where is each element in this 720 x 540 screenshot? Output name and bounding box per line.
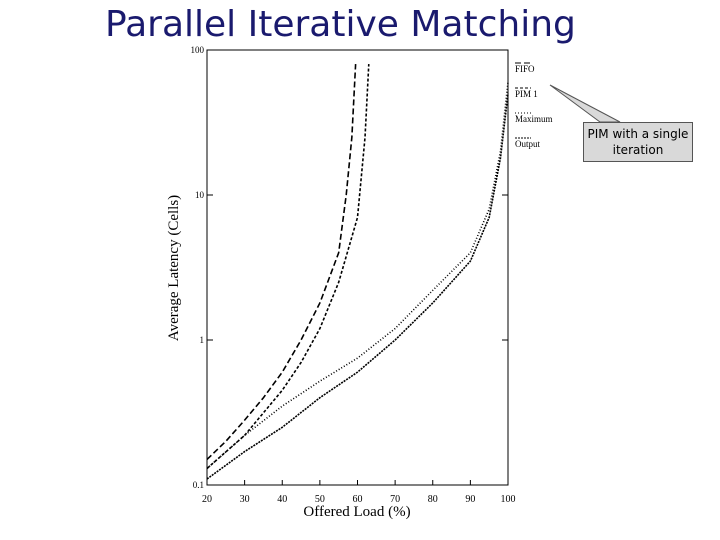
x-tick-label: 70	[390, 494, 400, 505]
series-line	[206, 64, 357, 461]
legend-label: FIFO	[515, 64, 535, 74]
legend-label: PIM 1	[515, 89, 538, 99]
y-tick-label: 10	[195, 190, 205, 200]
callout-pointer	[549, 84, 621, 123]
x-tick-label: 90	[465, 494, 475, 505]
y-tick-label: 0.1	[193, 480, 204, 490]
x-tick-label: 60	[353, 494, 363, 505]
x-axis-label: Offered Load (%)	[303, 504, 410, 520]
legend-label: Maximum	[515, 114, 553, 124]
y-axis-label: Average Latency (Cells)	[166, 195, 182, 341]
legend-label: Output	[515, 139, 541, 149]
series-line	[206, 64, 370, 470]
slide-title: Parallel Iterative Matching	[105, 4, 576, 45]
x-tick-label: 100	[501, 494, 516, 505]
x-tick-label: 80	[428, 494, 438, 505]
plot-frame	[206, 49, 509, 486]
callout: PIM with a single iteration	[583, 122, 693, 162]
x-tick-label: 20	[202, 494, 212, 505]
y-tick-label: 1	[200, 335, 205, 345]
x-tick-label: 30	[240, 494, 250, 505]
x-tick-label: 40	[277, 494, 287, 505]
series-line	[206, 82, 509, 470]
x-tick-label: 50	[315, 494, 325, 505]
series-line	[206, 93, 509, 480]
y-tick-label: 100	[191, 45, 205, 55]
